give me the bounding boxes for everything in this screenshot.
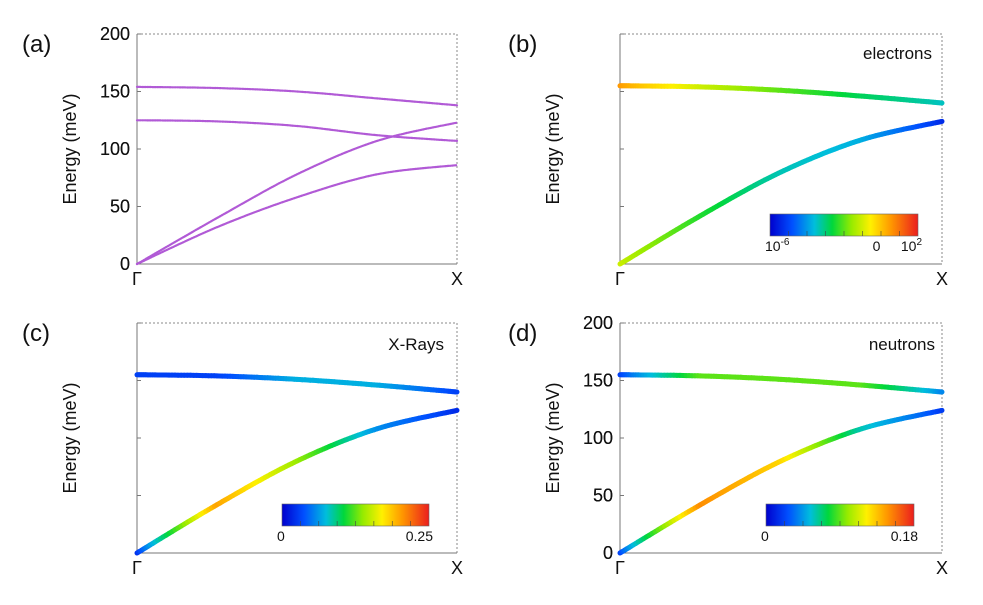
dispersion-acoustic <box>617 118 945 267</box>
dispersion-optical <box>617 372 945 395</box>
y-tick-label: 100 <box>100 139 130 159</box>
y-tick-label: 150 <box>583 371 613 391</box>
x-tick-label: X <box>936 269 948 289</box>
y-tick-label: 150 <box>100 82 130 102</box>
y-tick-label: 0 <box>603 543 613 563</box>
colorbar-label: 0.18 <box>891 528 918 544</box>
y-tick-label: 150 <box>583 371 613 391</box>
x-tick-label: Γ <box>615 558 625 578</box>
panel-label: (c) <box>22 320 50 347</box>
colorbar-label: 0.25 <box>406 528 433 544</box>
x-tick-label: X <box>451 558 463 578</box>
panel-label: (a) <box>22 31 51 58</box>
panel-a: (a) 0 50 100 150 200 Energy (meV) Γ X <box>22 24 463 289</box>
panel-annotation: electrons <box>863 44 932 63</box>
y-tick-label: 200 <box>583 313 613 333</box>
y-axis-title: Energy (meV) <box>543 382 563 493</box>
y-tick-label: 50 <box>593 486 613 506</box>
dispersion-acoustic <box>134 407 460 556</box>
dispersion-optical <box>134 372 460 395</box>
y-tick-label: 200 <box>100 24 130 44</box>
colorbar-label: 10-6 <box>765 237 790 254</box>
panel-label: (d) <box>508 320 537 347</box>
plot-area-frame <box>136 33 458 265</box>
y-axis-title: Energy (meV) <box>60 93 80 204</box>
colorbar-label: 0 <box>873 238 881 254</box>
x-tick-label: Γ <box>132 269 142 289</box>
y-tick-label: 50 <box>110 197 130 217</box>
panel-label: (b) <box>508 31 537 58</box>
y-tick-label: 100 <box>100 139 130 159</box>
y-tick-label: 200 <box>583 313 613 333</box>
x-tick-label: X <box>936 558 948 578</box>
y-axis-title: Energy (meV) <box>60 382 80 493</box>
x-tick-label: Γ <box>132 558 142 578</box>
y-tick-label: 100 <box>583 428 613 448</box>
dispersion-branch-2 <box>135 121 459 266</box>
panel-annotation: X-Rays <box>388 335 444 354</box>
y-tick-label: 0 <box>120 254 130 274</box>
panel-c: (c) 0 50 100 150 200 Energy (meV) Γ X X-Rays 0 0.25 <box>22 313 613 578</box>
dispersion-acoustic <box>617 407 945 556</box>
y-tick-label: 100 <box>583 428 613 448</box>
colorbar-label: 0 <box>761 528 769 544</box>
y-tick-label: 0 <box>120 254 130 274</box>
dispersion-branch-4 <box>135 85 459 107</box>
x-tick-label: Γ <box>615 269 625 289</box>
panel-annotation: neutrons <box>869 335 935 354</box>
x-tick-label: X <box>451 269 463 289</box>
y-tick-label: 50 <box>110 197 130 217</box>
y-axis-title: Energy (meV) <box>543 93 563 204</box>
colorbar-label: 102 <box>901 237 923 254</box>
y-tick-label: 0 <box>603 543 613 563</box>
dispersion-optical <box>617 83 945 106</box>
y-tick-label: 50 <box>593 486 613 506</box>
y-tick-label: 150 <box>100 82 130 102</box>
y-tick-label: 200 <box>100 24 130 44</box>
colorbar-label: 0 <box>277 528 285 544</box>
dispersion-branch-1 <box>135 164 459 266</box>
dispersion-branch-3 <box>135 119 459 142</box>
